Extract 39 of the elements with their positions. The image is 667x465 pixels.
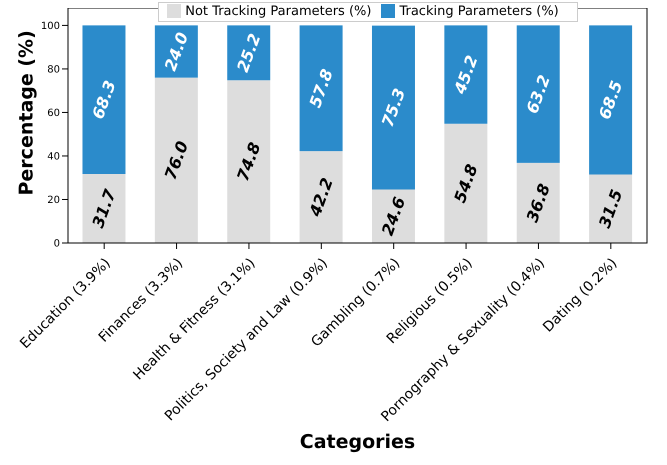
data-label: 54.8 [450, 162, 482, 206]
y-axis-title: Percentage (%) [16, 30, 38, 196]
bar [444, 25, 488, 124]
data-label: 31.5 [594, 186, 626, 231]
data-label: 36.8 [522, 181, 554, 225]
y-tick-label: 60 [47, 108, 60, 119]
data-label: 68.5 [594, 78, 626, 122]
bar [589, 25, 632, 174]
legend-label: Not Tracking Parameters (%) [185, 4, 372, 19]
data-label: 24.0 [160, 30, 192, 74]
y-tick-label: 80 [47, 64, 60, 76]
data-label: 68.3 [88, 78, 120, 122]
y-tick-label: 0 [54, 238, 60, 250]
bar [516, 25, 560, 163]
bar [372, 26, 415, 190]
data-label: 42.2 [305, 175, 337, 220]
data-label: 25.2 [233, 31, 264, 75]
data-label: 31.7 [88, 186, 120, 230]
bar [300, 151, 343, 243]
bar [82, 174, 126, 243]
data-label: 57.8 [305, 66, 337, 110]
data-label: 76.0 [160, 138, 192, 182]
bar [444, 124, 488, 243]
bar [82, 25, 126, 174]
data-label: 63.2 [522, 72, 554, 116]
bar [154, 78, 198, 243]
data-label: 74.8 [233, 140, 264, 184]
y-tick-label: 100 [40, 20, 60, 32]
bar [300, 25, 343, 152]
bar [589, 174, 632, 243]
data-label: 45.2 [450, 52, 482, 98]
y-tick-label: 20 [47, 195, 60, 206]
bar [516, 162, 560, 243]
bar [227, 80, 270, 243]
data-label: 24.6 [378, 194, 410, 238]
data-label: 75.3 [378, 86, 410, 130]
legend-label: Tracking Parameters (%) [399, 4, 559, 19]
x-axis-title: Categories [300, 431, 416, 453]
y-tick-label: 40 [47, 152, 60, 163]
